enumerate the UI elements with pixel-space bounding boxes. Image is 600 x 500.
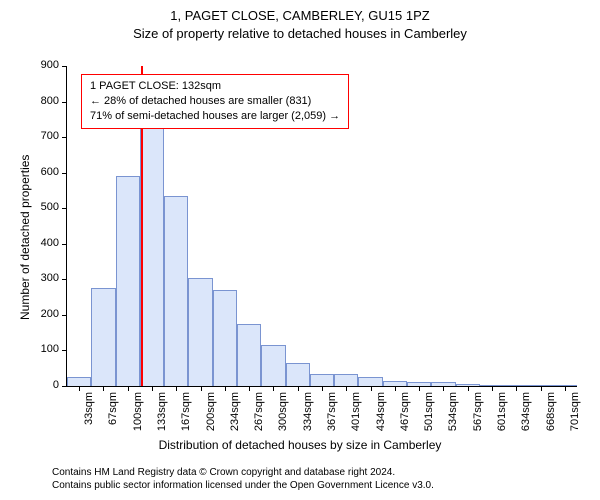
x-tick-label: 701sqm <box>569 392 581 431</box>
x-tick-label: 267sqm <box>253 392 265 431</box>
x-tick-label: 567sqm <box>472 392 484 431</box>
y-tick-label: 700 <box>41 130 59 142</box>
histogram-bar <box>116 176 140 386</box>
x-tick-label: 133sqm <box>156 392 168 431</box>
x-tick-label: 634sqm <box>520 392 532 431</box>
histogram-bar <box>140 123 164 386</box>
x-tick-label: 367sqm <box>326 392 338 431</box>
y-tick-label: 600 <box>41 166 59 178</box>
y-tick-label: 900 <box>41 59 59 71</box>
x-tick-label: 300sqm <box>277 392 289 431</box>
title-line-2: Size of property relative to detached ho… <box>0 26 600 41</box>
histogram-bar <box>310 374 334 386</box>
annotation-box: 1 PAGET CLOSE: 132sqm← 28% of detached h… <box>81 74 349 129</box>
histogram-bar <box>67 377 91 386</box>
x-tick-label: 167sqm <box>180 392 192 431</box>
title-line-1: 1, PAGET CLOSE, CAMBERLEY, GU15 1PZ <box>0 8 600 23</box>
y-tick-label: 100 <box>41 343 59 355</box>
histogram-bar <box>237 324 261 386</box>
x-tick-label: 434sqm <box>375 392 387 431</box>
histogram-bar <box>261 345 285 386</box>
x-tick-label: 33sqm <box>83 392 95 425</box>
x-tick-label: 200sqm <box>205 392 217 431</box>
y-tick-label: 400 <box>41 237 59 249</box>
x-tick-label: 534sqm <box>447 392 459 431</box>
y-axis-label: Number of detached properties <box>18 155 32 320</box>
histogram-bar <box>286 363 310 386</box>
histogram-bar <box>334 374 358 386</box>
footer-attribution: Contains HM Land Registry data © Crown c… <box>52 466 434 492</box>
x-tick-label: 401sqm <box>350 392 362 431</box>
x-tick-label: 601sqm <box>496 392 508 431</box>
annotation-line: 71% of semi-detached houses are larger (… <box>90 109 340 124</box>
histogram-bar <box>358 377 382 386</box>
x-tick-label: 67sqm <box>107 392 119 425</box>
x-tick-label: 234sqm <box>229 392 241 431</box>
x-tick-label: 467sqm <box>399 392 411 431</box>
histogram-bar <box>91 288 115 386</box>
x-axis-label: Distribution of detached houses by size … <box>0 438 600 452</box>
y-tick-label: 500 <box>41 201 59 213</box>
y-tick-label: 800 <box>41 95 59 107</box>
plot-area: 010020030040050060070080090033sqm67sqm10… <box>66 66 577 387</box>
x-tick-label: 668sqm <box>545 392 557 431</box>
x-tick-label: 334sqm <box>302 392 314 431</box>
x-tick-label: 501sqm <box>423 392 435 431</box>
x-tick-label: 100sqm <box>132 392 144 431</box>
annotation-line: ← 28% of detached houses are smaller (83… <box>90 94 340 109</box>
annotation-line: 1 PAGET CLOSE: 132sqm <box>90 79 340 94</box>
histogram-bar <box>164 196 188 386</box>
histogram-bar <box>188 278 212 386</box>
footer-line-2: Contains public sector information licen… <box>52 479 434 492</box>
chart-container: 1, PAGET CLOSE, CAMBERLEY, GU15 1PZ Size… <box>0 0 600 500</box>
y-tick-label: 200 <box>41 308 59 320</box>
y-tick-label: 300 <box>41 272 59 284</box>
histogram-bar <box>213 290 237 386</box>
footer-line-1: Contains HM Land Registry data © Crown c… <box>52 466 434 479</box>
y-tick-label: 0 <box>53 379 59 391</box>
